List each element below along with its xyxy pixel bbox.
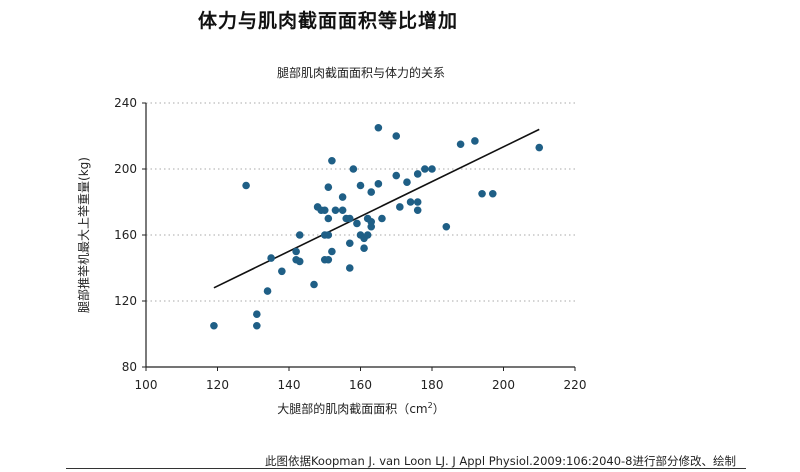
data-point <box>253 310 261 319</box>
x-tick-label: 200 <box>492 378 515 392</box>
data-point <box>278 267 286 276</box>
x-tick-label: 100 <box>135 378 158 392</box>
data-point <box>413 206 422 215</box>
data-point <box>210 321 218 330</box>
data-point <box>378 214 386 223</box>
x-axis-label-open-paren: （ <box>397 402 409 416</box>
data-point <box>292 247 300 256</box>
data-point <box>413 170 422 178</box>
data-point <box>478 189 486 198</box>
data-point <box>374 123 383 132</box>
data-point <box>392 171 401 180</box>
data-point <box>295 257 304 266</box>
y-tick-label: 240 <box>114 96 137 110</box>
data-point <box>392 132 401 140</box>
data-point <box>320 206 329 215</box>
data-point <box>406 198 415 206</box>
data-point <box>345 264 354 272</box>
y-tick-label: 160 <box>114 228 137 242</box>
y-tick-label: 80 <box>122 360 137 374</box>
data-point <box>535 143 544 152</box>
chart-title: 腿部肌肉截面面积与体力的关系 <box>277 65 445 80</box>
data-points <box>210 123 544 330</box>
x-axis-label-unit: cm <box>409 402 427 416</box>
data-point <box>367 188 376 196</box>
data-point <box>242 181 250 190</box>
data-point <box>328 247 336 256</box>
data-point <box>403 178 411 186</box>
data-point <box>413 198 422 206</box>
data-point <box>338 193 347 201</box>
data-point <box>267 254 275 262</box>
data-point <box>345 214 354 223</box>
data-point <box>421 165 429 173</box>
data-point <box>349 165 358 173</box>
data-point <box>367 222 376 231</box>
page-title: 体力与肌肉截面面积等比增加 <box>197 10 458 32</box>
y-axis-label: 腿部推举机最大上举重量(kg) <box>76 157 91 313</box>
data-point <box>338 206 347 215</box>
data-point <box>360 244 368 252</box>
data-point <box>324 231 333 239</box>
y-tick-label: 120 <box>114 294 137 308</box>
data-point <box>456 140 465 149</box>
trend-line <box>213 128 540 289</box>
data-point <box>331 206 340 215</box>
data-point <box>356 181 365 190</box>
bottom-divider <box>66 468 746 469</box>
data-point <box>328 156 336 165</box>
x-tick-label: 180 <box>421 378 444 392</box>
x-tick-label: 160 <box>349 378 372 392</box>
x-axis-label: 大腿部的肌肉截面面积（cm2） <box>277 401 444 416</box>
data-point <box>324 255 333 264</box>
data-point <box>263 287 272 295</box>
y-tick-label: 200 <box>114 162 137 176</box>
data-point <box>253 321 261 330</box>
trend-line-group <box>213 128 540 289</box>
data-point <box>428 165 436 173</box>
data-point <box>353 219 361 228</box>
data-point <box>324 214 333 223</box>
x-tick-label: 140 <box>278 378 301 392</box>
data-point <box>310 280 318 289</box>
x-axis-label-text: 大腿部的肌肉截面面积 <box>277 401 397 416</box>
data-point <box>324 183 333 191</box>
data-point <box>363 231 372 239</box>
data-point <box>471 137 479 145</box>
x-tick-label: 220 <box>564 378 587 392</box>
data-point <box>396 203 404 211</box>
data-point <box>295 231 304 239</box>
data-point <box>488 189 497 198</box>
grid-lines <box>146 102 575 302</box>
tick-labels: 80 120 160 200 240 100 120 140 160 180 200 220 <box>114 96 586 392</box>
data-point <box>442 222 451 231</box>
x-tick-label: 120 <box>206 378 229 392</box>
data-point <box>374 180 383 188</box>
x-axis-label-unit-sup: 2 <box>428 401 433 410</box>
source-note: 此图依据Koopman J. van Loon LJ. J Appl Physi… <box>264 454 736 468</box>
scatter-chart: 腿部肌肉截面面积与体力的关系 80 120 160 200 240 100 120 140 16… <box>76 65 586 416</box>
x-axis-label-close-paren: ） <box>433 402 445 416</box>
data-point <box>345 239 354 248</box>
